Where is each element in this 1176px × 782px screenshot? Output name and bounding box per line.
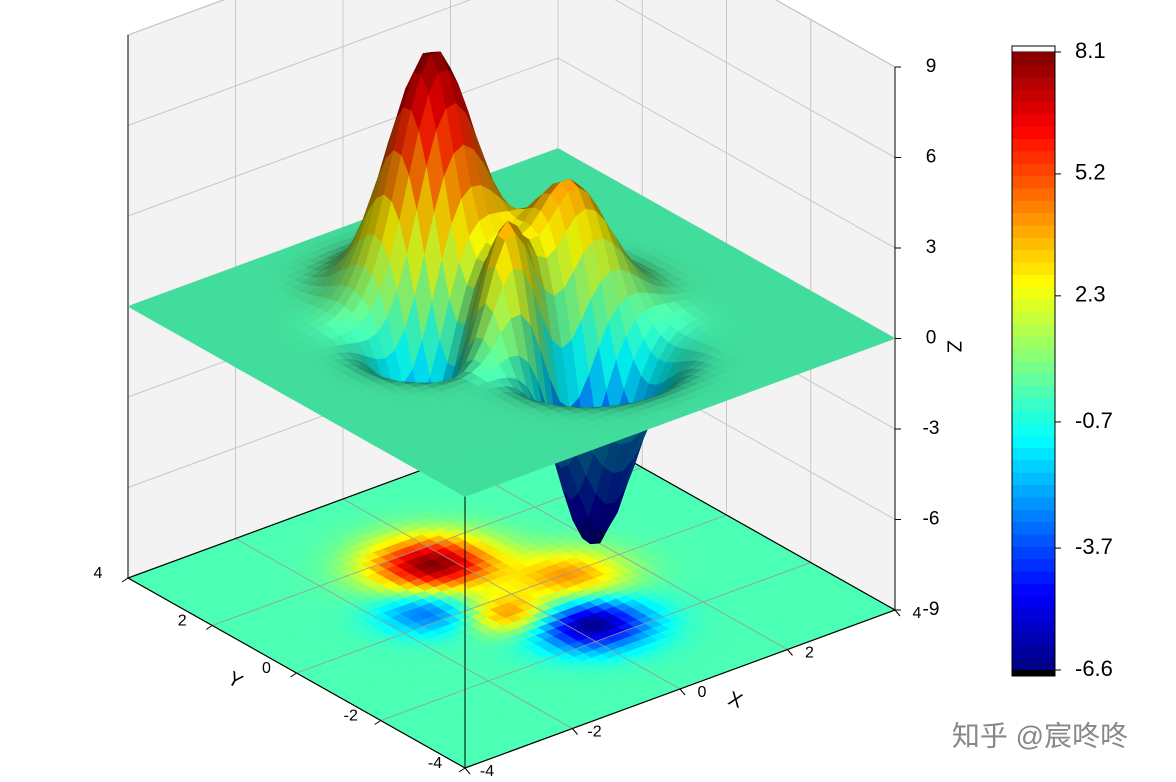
z-axis-label: Z xyxy=(943,340,965,352)
z-tick-label: -6 xyxy=(923,509,940,530)
colorbar-cell xyxy=(1012,398,1055,411)
tick-mark xyxy=(572,728,578,735)
tick-mark xyxy=(374,720,382,725)
grid-line xyxy=(127,0,896,158)
colorbar-cell xyxy=(1012,620,1055,634)
colorbar-cell xyxy=(1012,410,1055,424)
colorbar-cell xyxy=(1012,101,1055,115)
watermark: 知乎 @宸咚咚 xyxy=(952,720,1128,751)
y-tick-label: 4 xyxy=(94,565,103,582)
colorbar-tick-label: -0.7 xyxy=(1075,408,1113,433)
colorbar-cell xyxy=(1012,311,1055,325)
colorbar-cell xyxy=(1012,632,1055,646)
colorbar-cell xyxy=(1012,472,1055,486)
x-tick-label: 4 xyxy=(913,605,922,622)
colorbar-tick-label: 5.2 xyxy=(1075,160,1106,185)
colorbar-cell xyxy=(1012,187,1055,201)
colorbar-cell xyxy=(1012,521,1055,535)
colorbar-cell xyxy=(1012,286,1055,300)
z-tick-label: -3 xyxy=(923,418,940,439)
z-tick-label: 0 xyxy=(926,328,937,349)
colorbar-cell xyxy=(1012,459,1055,473)
colorbar-cell xyxy=(1012,76,1055,90)
colorbar-cell xyxy=(1012,200,1055,214)
colorbar-cell xyxy=(1012,422,1055,436)
tick-mark xyxy=(458,767,466,773)
colorbar-cell xyxy=(1012,484,1055,498)
grid-line xyxy=(127,0,896,68)
x-tick-label: 2 xyxy=(805,645,814,662)
tick-mark xyxy=(787,649,793,656)
colorbar-cell xyxy=(1012,274,1055,288)
y-tick-label: -4 xyxy=(428,755,442,772)
colorbar-cell xyxy=(1012,558,1055,572)
tick-mark xyxy=(464,767,471,775)
colorbar-cell xyxy=(1012,262,1055,275)
colorbar-cell xyxy=(1012,435,1055,449)
colorbar-tick-label: 2.3 xyxy=(1075,282,1106,307)
tick-mark xyxy=(205,625,213,630)
z-tick-label: -9 xyxy=(923,599,940,620)
colorbar-cell xyxy=(1012,571,1055,584)
colorbar-cell xyxy=(1012,126,1055,140)
z-tick-label: 3 xyxy=(926,237,937,258)
colorbar-cell xyxy=(1012,657,1055,671)
tick-mark xyxy=(290,672,297,678)
colorbar-cell xyxy=(1012,52,1055,65)
colorbar-cell xyxy=(1012,64,1055,78)
z-tick-label: 9 xyxy=(926,56,937,77)
colorbar-tick-label: 8.1 xyxy=(1075,38,1106,63)
y-tick-label: -2 xyxy=(344,708,358,725)
colorbar-cell xyxy=(1012,373,1055,387)
colorbar-cell xyxy=(1012,583,1055,597)
colorbar-cell xyxy=(1012,163,1055,177)
colorbar-cell xyxy=(1012,361,1055,374)
colorbar-cell xyxy=(1012,608,1055,622)
colorbar-cell xyxy=(1012,249,1055,263)
colorbar-cap xyxy=(1011,45,1056,53)
x-axis-label: X xyxy=(725,688,745,713)
colorbar-cell xyxy=(1012,447,1055,461)
colorbar-cell xyxy=(1012,509,1055,523)
colorbar-cell xyxy=(1012,113,1055,127)
colorbar-cell xyxy=(1012,175,1055,189)
colorbar-cell xyxy=(1012,89,1055,102)
floor-grid-line xyxy=(296,514,727,674)
colorbar-cell xyxy=(1012,595,1055,609)
colorbar-foot xyxy=(1012,670,1055,676)
colorbar-cell xyxy=(1012,336,1055,350)
colorbar-cell xyxy=(1012,225,1055,238)
surface xyxy=(127,51,896,545)
colorbar-cell xyxy=(1012,299,1055,313)
colorbar-cell xyxy=(1012,546,1055,560)
z-tick-label: 6 xyxy=(926,147,937,168)
y-tick-label: 0 xyxy=(262,660,271,677)
y-tick-label: 2 xyxy=(178,613,187,630)
y-axis-label: Y xyxy=(224,668,247,694)
colorbar-cell xyxy=(1012,138,1055,152)
colorbar-cell xyxy=(1012,150,1055,164)
colorbar-cell xyxy=(1012,237,1055,251)
colorbar-cell xyxy=(1012,496,1055,510)
colorbar-cell xyxy=(1012,645,1055,659)
x-tick-label: -2 xyxy=(587,724,601,741)
tick-mark xyxy=(121,577,129,583)
x-tick-label: -4 xyxy=(480,763,494,780)
surface-cell xyxy=(456,488,476,497)
colorbar-cell xyxy=(1012,534,1055,547)
colorbar-tick-label: -3.7 xyxy=(1075,534,1113,559)
tick-mark xyxy=(679,688,686,696)
colorbar-tick-label: -6.6 xyxy=(1075,656,1113,681)
floor-grid-line xyxy=(380,562,811,721)
tick-mark xyxy=(894,609,901,617)
colorbar-cell xyxy=(1012,212,1055,226)
x-tick-label: 0 xyxy=(698,684,707,701)
colorbar-cell xyxy=(1012,385,1055,399)
colorbar-cell xyxy=(1012,348,1055,362)
colorbar-cell xyxy=(1012,323,1055,337)
